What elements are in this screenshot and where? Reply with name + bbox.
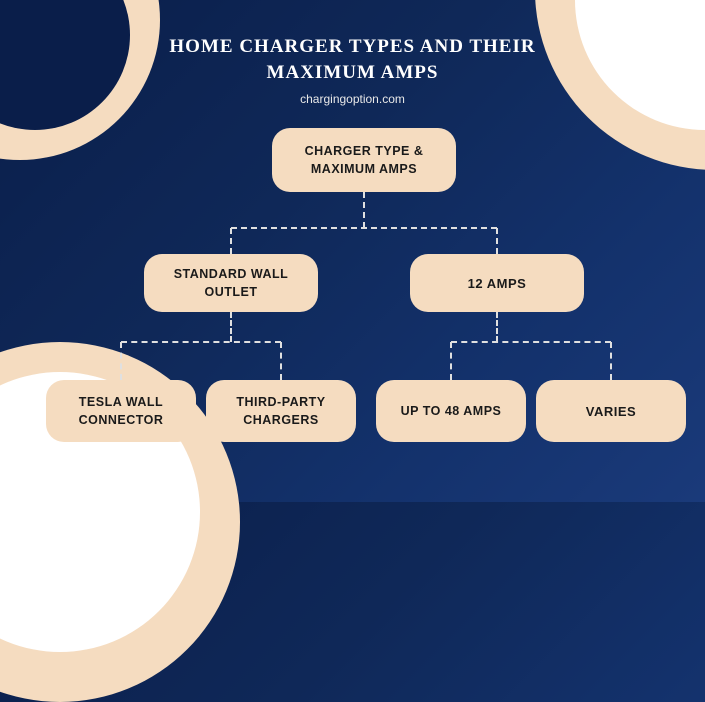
connector-v: [496, 228, 498, 254]
node-label: THIRD-PARTY CHARGERS: [218, 393, 344, 429]
node-label: VARIES: [586, 404, 636, 419]
node-root: CHARGER TYPE & MAXIMUM AMPS: [272, 128, 456, 192]
node-label: CHARGER TYPE & MAXIMUM AMPS: [284, 142, 444, 178]
node-12-amps: 12 AMPS: [410, 254, 584, 312]
connector-h: [231, 227, 497, 229]
node-varies: VARIES: [536, 380, 686, 442]
node-label: STANDARD WALL OUTLET: [156, 265, 306, 301]
connector-h: [451, 341, 611, 343]
connector-v: [120, 342, 122, 380]
connector-v: [230, 228, 232, 254]
title-line-1: HOME CHARGER TYPES AND THEIR: [169, 36, 535, 57]
page-subtitle: chargingoption.com: [300, 92, 405, 106]
connector-v: [230, 312, 232, 342]
node-label: UP TO 48 AMPS: [401, 404, 502, 418]
node-label: TESLA WALL CONNECTOR: [58, 393, 184, 429]
diagram-canvas: HOME CHARGER TYPES AND THEIR MAXIMUM AMP…: [0, 0, 705, 502]
page-title: HOME CHARGER TYPES AND THEIR MAXIMUM AMP…: [103, 34, 603, 85]
connector-h: [121, 341, 281, 343]
node-third-party-chargers: THIRD-PARTY CHARGERS: [206, 380, 356, 442]
connector-v: [363, 192, 365, 228]
connector-v: [496, 312, 498, 342]
node-tesla-wall-connector: TESLA WALL CONNECTOR: [46, 380, 196, 442]
node-up-to-48-amps: UP TO 48 AMPS: [376, 380, 526, 442]
title-line-2: MAXIMUM AMPS: [267, 62, 439, 83]
connector-v: [450, 342, 452, 380]
node-standard-wall-outlet: STANDARD WALL OUTLET: [144, 254, 318, 312]
connector-v: [280, 342, 282, 380]
node-label: 12 AMPS: [468, 276, 527, 291]
connector-v: [610, 342, 612, 380]
